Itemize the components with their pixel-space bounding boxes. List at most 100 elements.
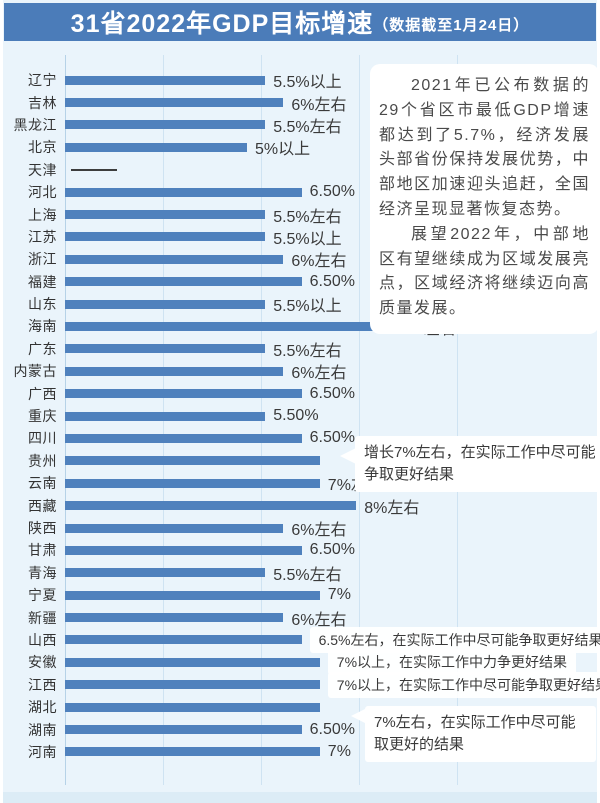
bar-track: 6%左右 <box>65 516 597 540</box>
value-label: 6.50% <box>309 720 355 738</box>
chart-rows: 辽宁 5.5%以上 吉林 6%左右 黑龙江 5.5%左右 北京 5%以上 天津 河北 6.50% 上海… <box>3 68 600 763</box>
bar <box>65 366 284 376</box>
page-subtitle: （数据截至1月24日） <box>373 17 530 34</box>
bar-track: 5.5%以上 <box>65 292 597 316</box>
bar <box>65 702 320 712</box>
chart-row: 新疆 6%左右 <box>3 606 597 629</box>
bar-track: 5.5%左右 <box>65 113 597 137</box>
header-bar: 31省2022年GDP目标增速 （数据截至1月24日） <box>4 3 596 41</box>
province-label: 辽宁 <box>28 72 57 89</box>
bar <box>65 635 302 645</box>
chart-row: 四川 6.50% <box>3 427 597 449</box>
value-label: 7% <box>327 586 351 604</box>
province-label: 云南 <box>28 475 57 492</box>
province-label: 江苏 <box>28 228 57 245</box>
bar-track: 6.50% <box>65 721 597 739</box>
chart-row: 广东 5.5%左右 <box>3 338 597 360</box>
value-label: 6.5%左右，在实际工作中尽可能争取更好结果 <box>309 626 600 653</box>
bar-track: 8%左右 <box>65 494 597 518</box>
value-label: 5.5%以上 <box>273 230 342 248</box>
chart-row: 内蒙古 6%左右 <box>3 360 597 382</box>
province-label: 广东 <box>28 340 57 357</box>
no-data-dash <box>71 168 117 171</box>
bar <box>65 545 302 555</box>
chart-row: 天津 <box>3 159 597 181</box>
bar-track: 7%以上，在实际工作中力争更好结果 <box>65 649 597 676</box>
chart-row: 福建 6.50% <box>3 271 597 293</box>
value-label: 6%左右 <box>291 96 347 114</box>
bar-track: 5.5%左右 <box>65 203 597 227</box>
province-label: 河南 <box>28 743 57 760</box>
bar <box>65 389 302 399</box>
bar-track: 5.5%左右 <box>65 561 597 585</box>
page-title: 31省2022年GDP目标增速 <box>70 10 374 38</box>
callout-guizhou-text: 增长7%左右，在实际工作中尽可能争取更好结果 <box>364 444 596 483</box>
bar <box>65 232 266 242</box>
value-label: 5.50% <box>273 407 319 425</box>
chart-row: 宁夏 7% <box>3 584 597 606</box>
bar-track: 5.5%以上 <box>65 68 597 92</box>
value-label: 5.5%左右 <box>273 208 342 226</box>
callout-hubei: 7%左右，在实际工作中尽可能取更好的结果 <box>351 706 596 762</box>
bar <box>65 501 357 511</box>
bar-track: 5%以上 <box>65 135 597 159</box>
value-label: 6.50% <box>309 541 355 559</box>
bar-track: 6.50% <box>65 183 597 201</box>
province-label: 新疆 <box>28 609 57 626</box>
callout-hubei-text: 7%左右，在实际工作中尽可能取更好的结果 <box>374 714 576 753</box>
bar <box>65 299 266 309</box>
chart-row: 山西 6.5%左右，在实际工作中尽可能争取更好结果 <box>3 626 600 653</box>
chart-row: 吉林 6%左右 <box>3 91 597 115</box>
bar <box>65 680 320 690</box>
chart-row: 河北 6.50% <box>3 181 597 203</box>
value-label: 6.50% <box>309 183 355 201</box>
province-label: 山西 <box>28 631 57 648</box>
value-label: 6.50% <box>309 272 355 290</box>
province-label: 江西 <box>28 676 57 693</box>
bar <box>65 568 266 578</box>
chart-row: 西藏 8%左右 <box>3 494 597 518</box>
value-label: 6%左右 <box>291 522 347 540</box>
bar-track: 6.50% <box>65 273 597 291</box>
value-label: 6%左右 <box>291 253 347 271</box>
province-label: 宁夏 <box>28 587 57 604</box>
chart-row: 重庆 5.50% <box>3 405 597 427</box>
gridline <box>457 55 458 785</box>
province-label: 安徽 <box>28 654 57 671</box>
chart-row: 甘肃 6.50% <box>3 539 597 561</box>
callout-tail-icon <box>340 448 356 464</box>
chart-row: 北京 5%以上 <box>3 136 597 158</box>
value-label: 6.50% <box>309 384 355 402</box>
bar-track: 6%左右 <box>65 359 597 383</box>
province-label: 湖北 <box>28 699 57 716</box>
province-label: 北京 <box>28 139 57 156</box>
chart-row: 山东 5.5%以上 <box>3 293 597 315</box>
province-label: 贵州 <box>28 452 57 469</box>
bar <box>65 478 320 488</box>
chart-row: 陕西 6%左右 <box>3 517 597 539</box>
value-label: 5.5%左右 <box>273 118 342 136</box>
bar-track: 6%左右 <box>65 91 597 115</box>
bar <box>65 523 284 533</box>
value-label: 7%以上，在实际工作中力争更好结果 <box>327 649 577 676</box>
bottom-strip <box>3 792 597 803</box>
bar-chart: 辽宁 5.5%以上 吉林 6%左右 黑龙江 5.5%左右 北京 5%以上 天津 河北 6.50% 上海… <box>3 68 600 763</box>
chart-row: 湖南 6.50% <box>3 718 597 740</box>
chart-row: 上海 5.5%左右 <box>3 203 597 227</box>
bar <box>65 433 302 443</box>
bar-track <box>65 168 597 171</box>
bar <box>65 187 302 197</box>
callout-tail-icon <box>351 708 367 724</box>
value-label: 5.5%左右 <box>273 566 342 584</box>
province-label: 黑龙江 <box>13 116 57 133</box>
info-paragraph-2: 展望2022年，中部地区有望继续成为区域发展亮点，区域经济将继续迈向高质量发展。 <box>379 225 590 318</box>
info-paragraph-1: 2021年已公布数据的29个省区市最低GDP增速都达到了5.7%，经济发展头部省… <box>379 77 590 218</box>
bar <box>65 613 284 623</box>
province-label: 河北 <box>28 184 57 201</box>
value-label: 6.50% <box>309 429 355 447</box>
province-label: 重庆 <box>28 408 57 425</box>
bar <box>65 277 302 287</box>
chart-row: 湖北 <box>3 696 597 718</box>
value-label: 6%左右 <box>291 611 347 629</box>
